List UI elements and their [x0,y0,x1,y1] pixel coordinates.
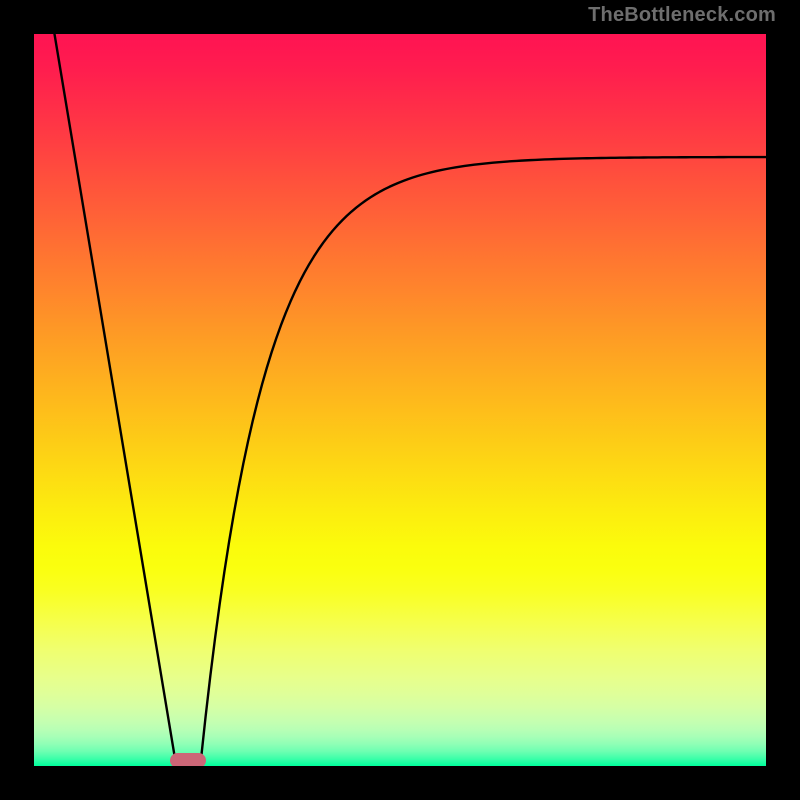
bottleneck-curve [34,34,766,766]
optimal-marker [170,753,206,766]
plot-area [34,34,766,766]
watermark-text: TheBottleneck.com [588,4,776,27]
